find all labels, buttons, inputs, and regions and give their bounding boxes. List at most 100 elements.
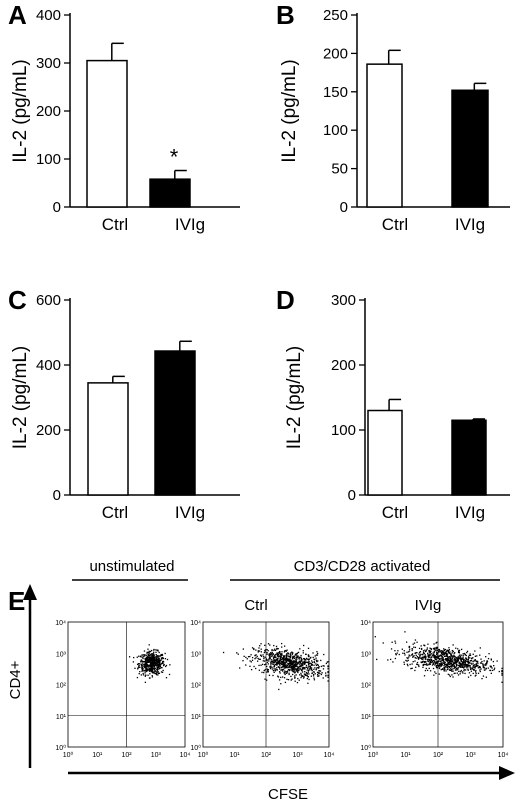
event-dot bbox=[411, 649, 413, 652]
event-dot bbox=[425, 661, 427, 663]
event-dot bbox=[157, 659, 159, 661]
event-dot bbox=[447, 664, 449, 666]
event-dot bbox=[462, 666, 464, 668]
event-dot bbox=[311, 664, 313, 666]
event-dot bbox=[278, 688, 280, 691]
event-dot bbox=[327, 661, 329, 663]
event-dot bbox=[149, 661, 151, 663]
event-dot bbox=[408, 654, 410, 656]
event-dot bbox=[284, 659, 286, 661]
event-dot bbox=[140, 674, 142, 676]
event-dot bbox=[145, 660, 147, 662]
event-dot bbox=[480, 668, 482, 670]
event-dot bbox=[245, 656, 247, 659]
event-dot bbox=[440, 662, 443, 665]
event-dot bbox=[457, 660, 459, 662]
event-dot bbox=[149, 650, 152, 653]
event-dot bbox=[304, 658, 306, 661]
event-dot bbox=[414, 646, 417, 649]
event-dot bbox=[278, 663, 281, 665]
event-dot bbox=[439, 658, 441, 660]
event-dot bbox=[281, 654, 283, 656]
category-label: Ctrl bbox=[102, 503, 128, 522]
event-dot bbox=[445, 663, 448, 665]
event-dot bbox=[307, 675, 309, 678]
event-dot bbox=[269, 657, 271, 659]
event-dot bbox=[290, 667, 292, 669]
event-dot bbox=[158, 660, 160, 662]
event-dot bbox=[297, 677, 299, 680]
event-dot bbox=[258, 658, 260, 660]
event-dot bbox=[451, 670, 453, 672]
event-dot bbox=[154, 670, 156, 672]
event-dot bbox=[290, 675, 292, 678]
event-dot bbox=[272, 663, 275, 665]
event-dot bbox=[269, 666, 271, 668]
event-dot bbox=[435, 665, 437, 668]
event-dot bbox=[263, 651, 265, 654]
event-dot bbox=[302, 677, 305, 679]
event-dot bbox=[443, 650, 445, 652]
event-dot bbox=[448, 666, 451, 669]
event-dot bbox=[471, 668, 473, 670]
event-dot bbox=[269, 653, 271, 656]
y-tick-label: 10¹ bbox=[361, 714, 372, 721]
event-dot bbox=[297, 655, 299, 657]
event-dot bbox=[435, 672, 437, 675]
event-dot bbox=[463, 670, 465, 672]
event-dot bbox=[290, 669, 292, 671]
event-dot bbox=[147, 648, 149, 650]
x-tick-label: 10⁴ bbox=[498, 752, 509, 759]
event-dot bbox=[474, 659, 476, 661]
event-dot bbox=[453, 665, 456, 668]
y-tick-label: 200 bbox=[323, 45, 348, 62]
event-dot bbox=[141, 660, 143, 662]
event-dot bbox=[161, 661, 164, 664]
event-dot bbox=[461, 657, 463, 659]
event-dot bbox=[236, 652, 238, 654]
event-dot bbox=[146, 661, 149, 664]
event-dot bbox=[306, 672, 308, 675]
event-dot bbox=[472, 672, 474, 675]
event-dot bbox=[467, 668, 469, 670]
event-dot bbox=[300, 657, 302, 660]
event-dot bbox=[435, 656, 438, 658]
event-dot bbox=[137, 667, 139, 669]
event-dot bbox=[286, 678, 288, 681]
event-dot bbox=[442, 658, 445, 661]
event-dot bbox=[262, 656, 265, 658]
event-dot bbox=[150, 654, 152, 656]
event-dot bbox=[451, 668, 453, 671]
event-dot bbox=[413, 642, 416, 644]
event-dot bbox=[294, 680, 296, 682]
cfse-axis-label: CFSE bbox=[268, 786, 308, 803]
event-dot bbox=[414, 639, 417, 641]
event-dot bbox=[452, 655, 455, 657]
x-tick-label: 10³ bbox=[465, 752, 476, 759]
event-dot bbox=[412, 643, 414, 645]
event-dot bbox=[448, 661, 450, 664]
event-dot bbox=[421, 658, 423, 660]
event-dot bbox=[293, 660, 295, 662]
event-dot bbox=[268, 660, 270, 662]
event-dot bbox=[428, 650, 430, 652]
event-dot bbox=[270, 664, 272, 666]
event-dot bbox=[449, 659, 451, 662]
event-dot bbox=[294, 666, 296, 668]
event-dot bbox=[462, 653, 464, 655]
event-dot bbox=[140, 664, 143, 666]
event-dot bbox=[148, 668, 150, 671]
group-activated: CD3/CD28 activated bbox=[294, 558, 431, 575]
event-dot bbox=[445, 665, 447, 667]
event-dot bbox=[251, 647, 254, 649]
event-dot bbox=[407, 659, 409, 662]
event-dot bbox=[404, 654, 406, 656]
event-dot bbox=[424, 661, 426, 664]
event-dot bbox=[447, 673, 449, 675]
event-dot bbox=[485, 663, 488, 665]
event-dot bbox=[270, 660, 273, 663]
event-dot bbox=[475, 672, 477, 674]
event-dot bbox=[154, 659, 156, 662]
event-dot bbox=[148, 644, 150, 646]
event-dot bbox=[293, 659, 295, 662]
